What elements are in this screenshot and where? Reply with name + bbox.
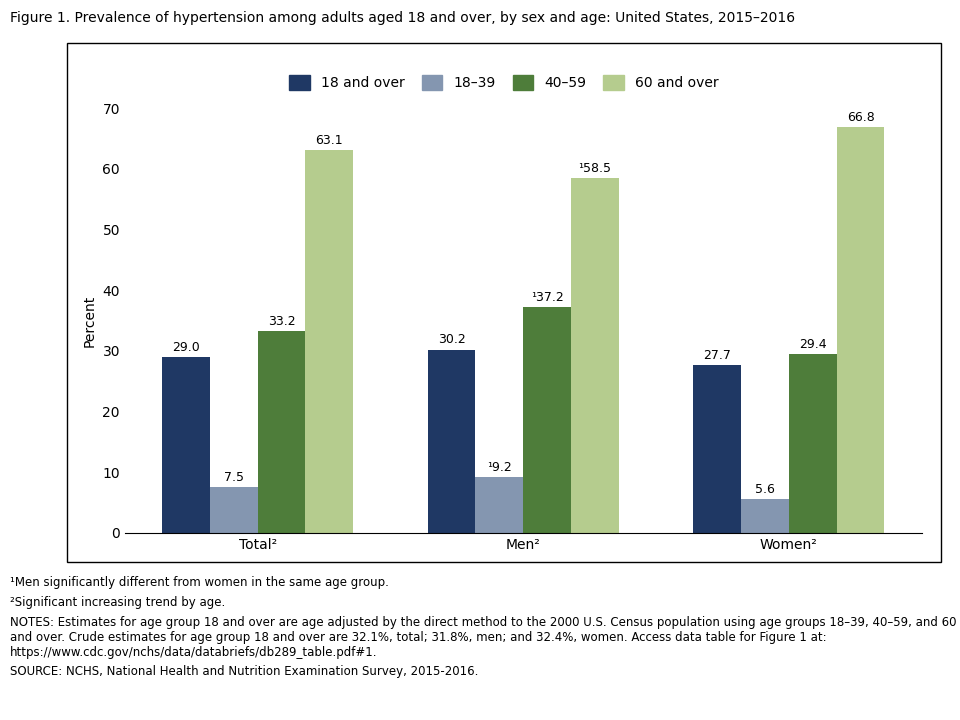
Text: 33.2: 33.2 [268,315,296,328]
Bar [693,365,741,533]
Text: SOURCE: NCHS, National Health and Nutrition Examination Survey, 2015-2016.: SOURCE: NCHS, National Health and Nutrit… [10,665,478,678]
Y-axis label: Percent: Percent [83,294,97,346]
Text: 30.2: 30.2 [438,333,466,346]
Bar [162,357,210,533]
Bar [741,499,789,533]
Text: ¹Men significantly different from women in the same age group.: ¹Men significantly different from women … [10,576,389,589]
Text: ¹58.5: ¹58.5 [579,162,612,175]
Text: 7.5: 7.5 [224,472,244,485]
Bar [210,487,257,533]
Text: ¹37.2: ¹37.2 [531,291,564,304]
Text: 5.6: 5.6 [755,483,775,496]
Legend: 18 and over, 18–39, 40–59, 60 and over: 18 and over, 18–39, 40–59, 60 and over [284,70,724,96]
Text: Figure 1. Prevalence of hypertension among adults aged 18 and over, by sex and a: Figure 1. Prevalence of hypertension amo… [10,11,795,24]
Text: 66.8: 66.8 [847,112,875,125]
Text: 27.7: 27.7 [703,348,731,361]
Text: 29.0: 29.0 [172,341,200,354]
Bar [836,127,884,533]
Bar [475,477,523,533]
Text: NOTES: Estimates for age group 18 and over are age adjusted by the direct method: NOTES: Estimates for age group 18 and ov… [10,616,956,660]
Text: 63.1: 63.1 [316,134,343,147]
Text: ²Significant increasing trend by age.: ²Significant increasing trend by age. [10,596,225,609]
Text: ¹9.2: ¹9.2 [487,461,512,474]
Text: 29.4: 29.4 [799,338,827,351]
Bar [305,150,353,533]
Bar [427,349,475,533]
Bar [571,178,619,533]
Bar [257,331,305,533]
Bar [789,354,836,533]
Bar [523,307,571,533]
